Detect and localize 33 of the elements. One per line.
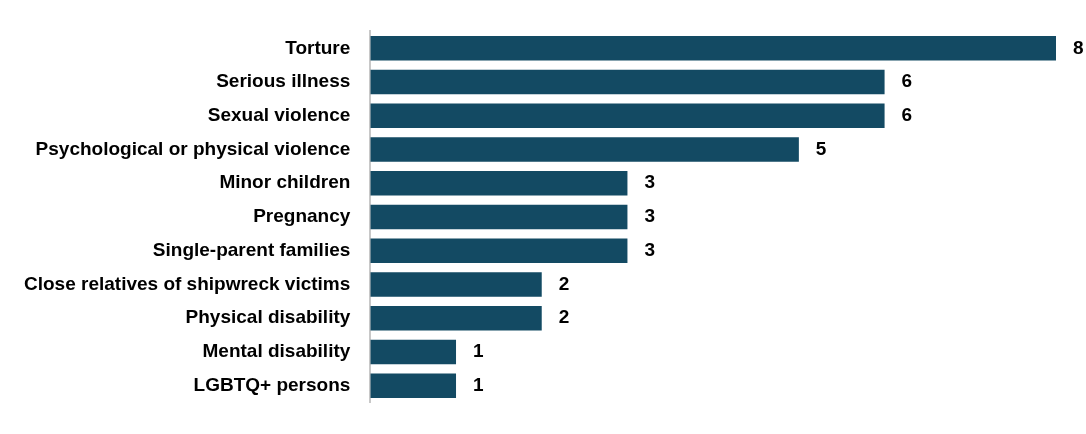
data-label: 3 (644, 171, 656, 193)
data-label: 5 (815, 137, 827, 159)
data-label: 6 (901, 70, 913, 92)
bar (370, 339, 457, 365)
y-tick-label: Mental disability (202, 340, 351, 362)
y-tick-label: Physical disability (185, 306, 351, 328)
data-label: 3 (644, 238, 656, 260)
bar (370, 238, 628, 263)
y-tick-label: Psychological or physical violence (35, 137, 351, 159)
bar (370, 137, 799, 162)
data-label: 2 (558, 272, 570, 294)
data-label: 8 (1073, 36, 1084, 58)
y-tick-label: Minor children (219, 171, 351, 193)
data-label: 1 (473, 373, 485, 395)
bar (370, 272, 542, 297)
bar (370, 373, 457, 398)
data-label: 6 (901, 104, 913, 125)
bar (370, 103, 885, 128)
y-tick-label: LGBTQ+ persons (193, 373, 351, 395)
bar (370, 171, 628, 196)
y-tick-label: Pregnancy (253, 205, 351, 227)
data-label: 3 (644, 205, 656, 227)
bar (370, 36, 1056, 61)
bar (370, 69, 885, 95)
data-label: 2 (558, 306, 570, 328)
y-tick-label: Sexual violence (207, 104, 351, 125)
y-tick-label: Serious illness (216, 70, 351, 92)
y-tick-label: Single-parent families (152, 238, 351, 260)
bar (370, 204, 628, 230)
y-tick-label: Close relatives of shipwreck victims (24, 272, 351, 294)
data-label: 1 (473, 340, 485, 362)
bar (370, 306, 542, 331)
y-tick-label: Torture (285, 36, 351, 58)
